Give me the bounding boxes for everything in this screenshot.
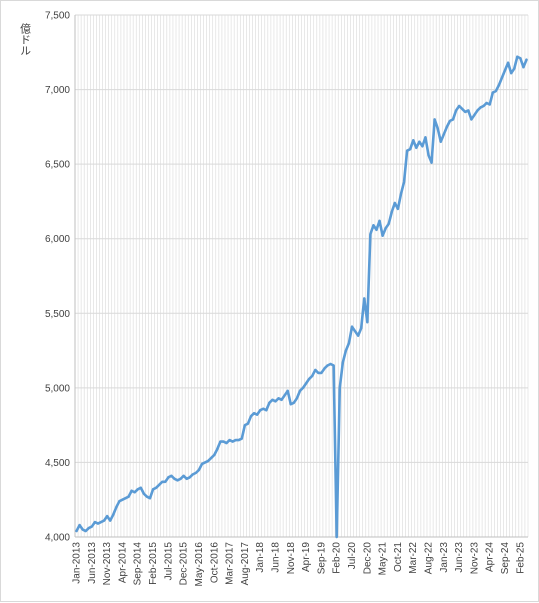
x-tick-labels: Jan-2013 Jun-2013 Nov-2013 Apr-2014 Sep-2014… xyxy=(72,542,527,587)
x-tick-label: Jan-23 xyxy=(439,542,450,573)
x-tick-label: Jul-2015 xyxy=(163,542,174,581)
x-tick-label: Sep-2014 xyxy=(133,542,144,586)
x-tick-label: Oct-21 xyxy=(393,542,404,572)
x-tick-label: Jun-2013 xyxy=(87,542,98,584)
x-tick-label: Feb-20 xyxy=(332,542,343,574)
x-tick-label: Jul-20 xyxy=(347,542,358,570)
y-tick-label: 6,500 xyxy=(45,160,70,171)
x-tick-label: Apr-19 xyxy=(301,542,312,572)
y-tick-label: 4,500 xyxy=(45,458,70,469)
x-tick-label: Dec-20 xyxy=(362,542,373,575)
y-tick-label: 7,000 xyxy=(45,85,70,96)
x-tick-label: Apr-2014 xyxy=(117,542,128,584)
x-tick-label: Aug-2017 xyxy=(240,542,251,586)
x-tick-label: Apr-24 xyxy=(485,542,496,572)
x-tick-label: May-2016 xyxy=(194,542,205,587)
x-tick-label: May-21 xyxy=(378,542,389,576)
series-line xyxy=(75,55,528,539)
axes xyxy=(74,15,528,538)
vertical-gridlines xyxy=(74,15,529,537)
x-tick-label: Nov-2013 xyxy=(102,542,113,586)
x-tick-label: Mar-22 xyxy=(408,542,419,574)
x-tick-label: Nov-23 xyxy=(469,542,480,575)
y-tick-label: 7,500 xyxy=(45,11,70,22)
y-tick-label: 5,000 xyxy=(45,383,70,394)
x-tick-label: Feb-2015 xyxy=(148,542,159,585)
x-tick-label: Jan-2013 xyxy=(72,542,83,584)
series-layer xyxy=(75,55,528,539)
x-tick-label: Sep-24 xyxy=(500,542,511,575)
x-tick-label: Jun-18 xyxy=(270,542,281,573)
x-tick-label: Nov-18 xyxy=(286,542,297,575)
y-tick-label: 5,500 xyxy=(45,309,70,320)
x-tick-label: Oct-2016 xyxy=(209,542,220,584)
x-tick-label: Sep-19 xyxy=(316,542,327,575)
y-tick-label: 4,000 xyxy=(45,533,70,544)
y-axis-unit-label: 億ドル xyxy=(19,23,32,56)
x-tick-label: Mar-2017 xyxy=(225,542,236,585)
x-tick-label: Dec-2015 xyxy=(179,542,190,586)
x-tick-label: Aug-22 xyxy=(424,542,435,575)
x-tick-label: Jun-23 xyxy=(454,542,465,573)
y-tick-labels: 4,000 4,500 5,000 5,500 6,000 6,500 7,000 7,500 xyxy=(45,11,70,544)
x-tick-label: Feb-25 xyxy=(515,542,526,574)
x-tick-label: Jan-18 xyxy=(255,542,266,573)
y-tick-label: 6,000 xyxy=(45,234,70,245)
